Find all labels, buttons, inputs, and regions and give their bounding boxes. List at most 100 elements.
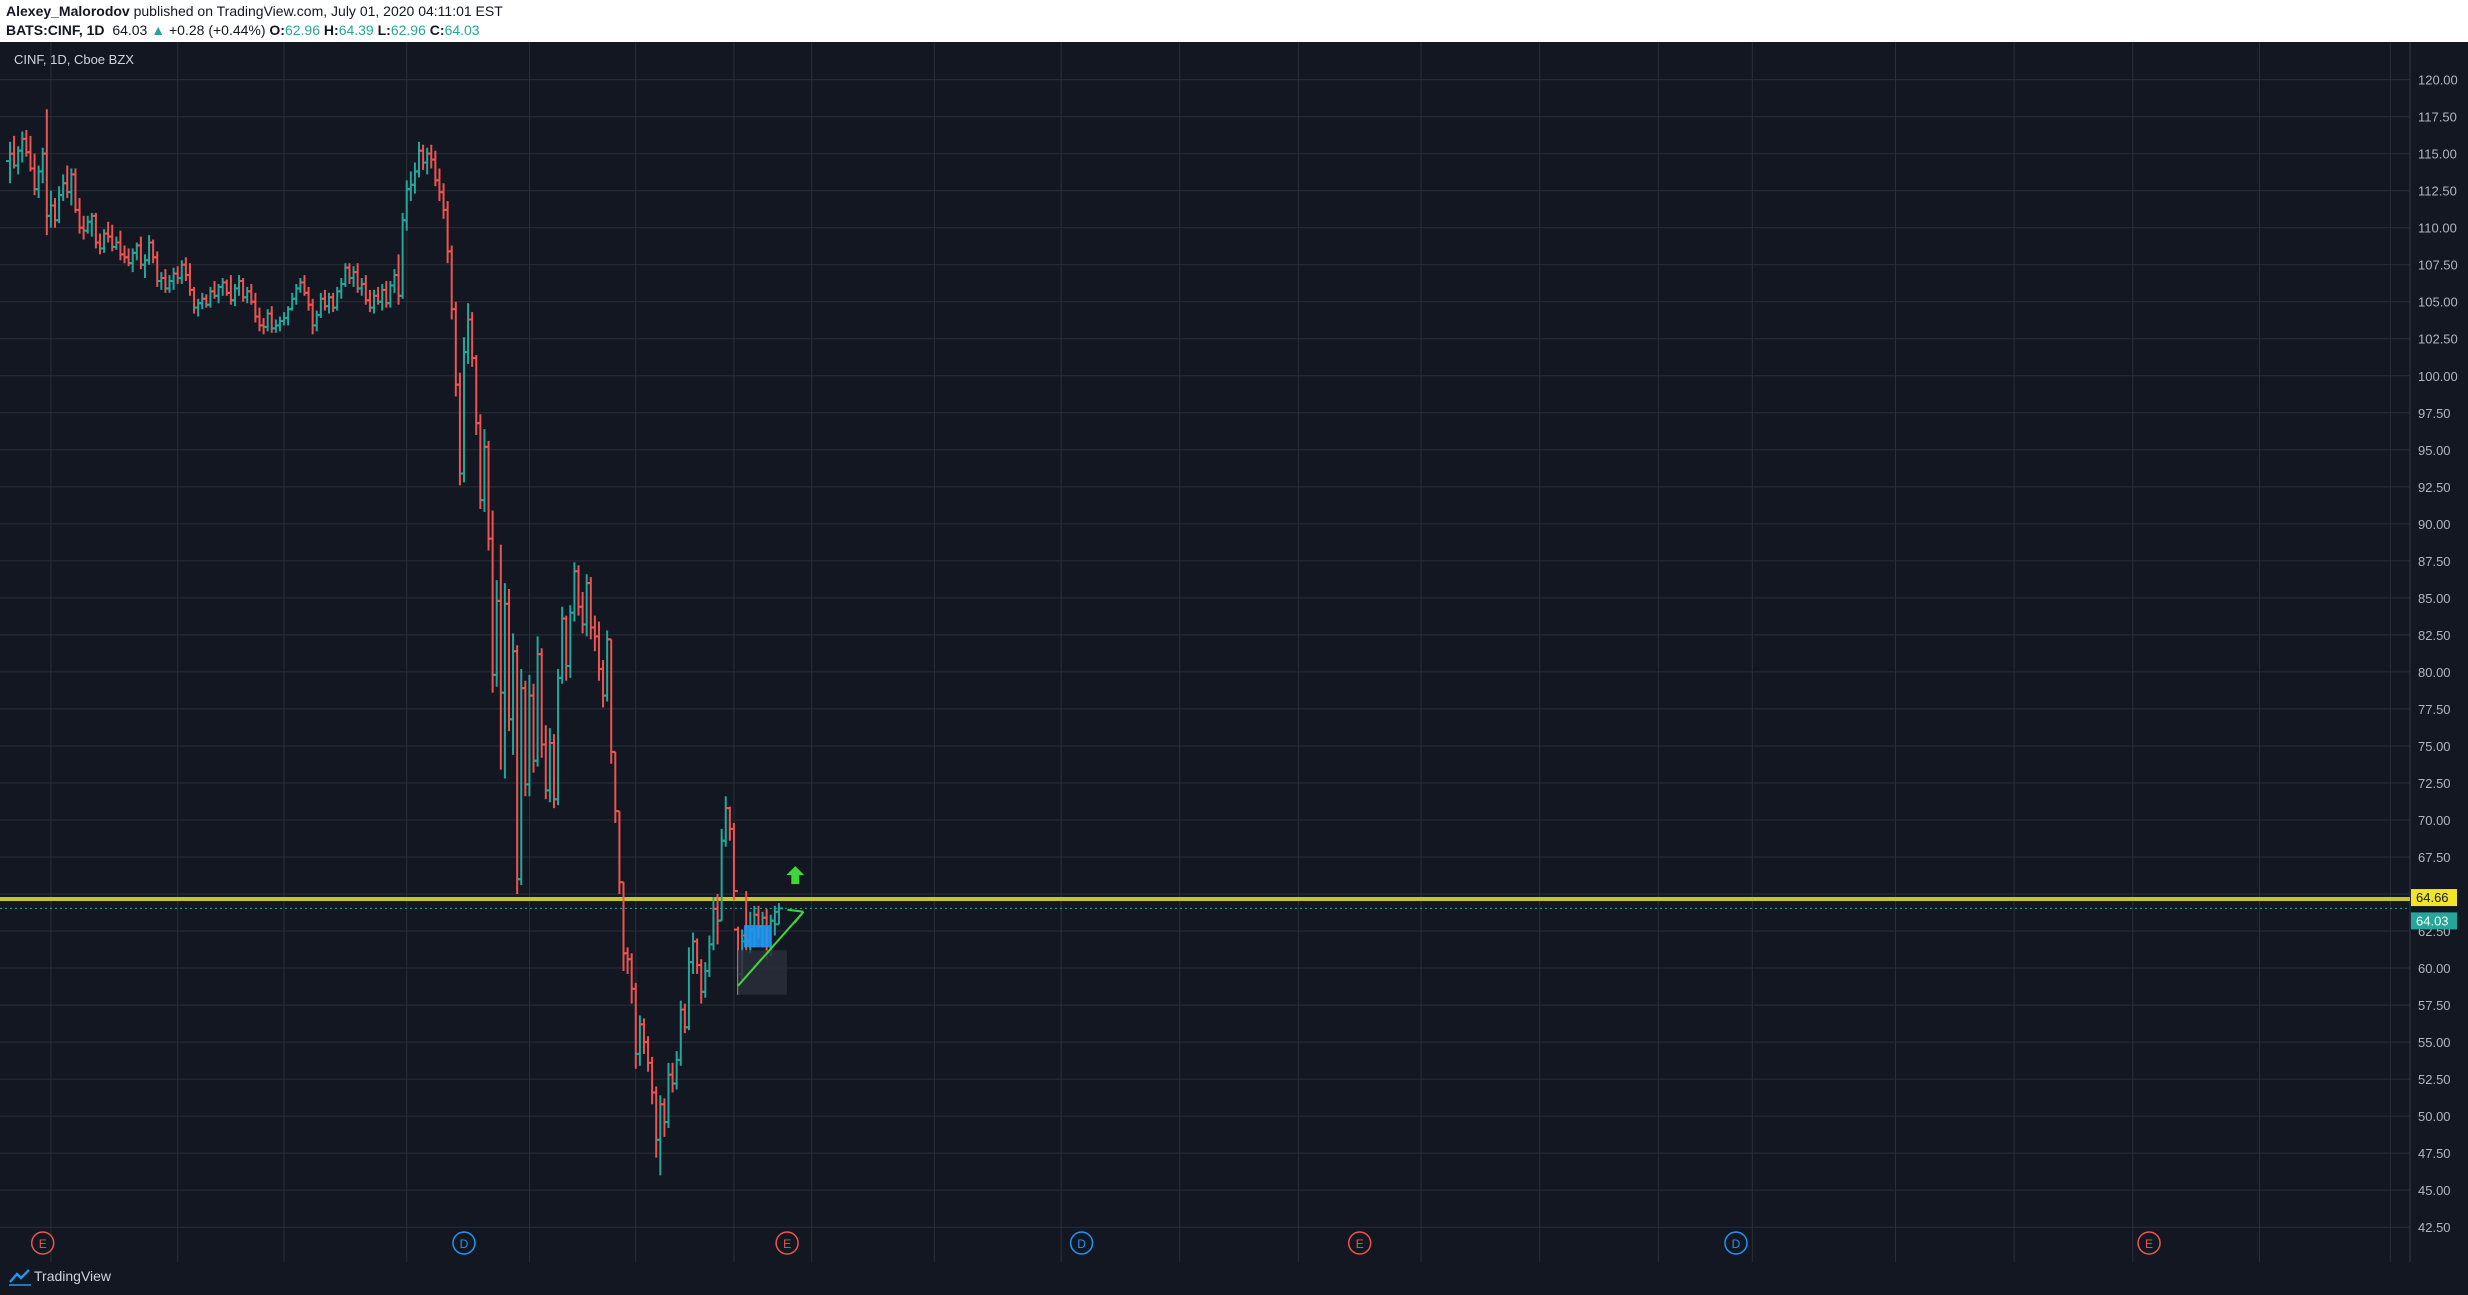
- y-tick-label: 80.00: [2418, 665, 2451, 680]
- ohlc-bar: [492, 580, 501, 687]
- open-label: O:: [269, 22, 285, 38]
- ohlc-bar: [120, 245, 129, 264]
- ohlc-bars: [6, 109, 783, 1176]
- ohlc-bar: [533, 636, 542, 767]
- ohlc-bar: [185, 263, 194, 296]
- ohlc-bar: [104, 221, 113, 243]
- ohlc-bar: [312, 310, 321, 332]
- event-marker-label: D: [460, 1237, 469, 1251]
- event-marker-label: E: [2145, 1237, 2153, 1251]
- ohlc-bar: [623, 947, 632, 974]
- event-marker-label: D: [1732, 1237, 1741, 1251]
- ohlc-bar: [63, 165, 72, 199]
- ohlc-bar: [500, 583, 509, 779]
- ohlc-bar: [725, 806, 734, 841]
- trend-arrow-line[interactable]: [737, 911, 805, 987]
- earnings-marker-icon[interactable]: [775, 1231, 799, 1255]
- ohlc-bar: [390, 269, 399, 293]
- ohlc-bar: [607, 638, 616, 764]
- ohlc-bar: [480, 429, 489, 512]
- y-tick-label: 105.00: [2418, 295, 2458, 310]
- ohlc-bar: [554, 668, 563, 806]
- ohlc-bar: [304, 286, 313, 311]
- ohlc-bar: [316, 292, 325, 319]
- ohlc-bar: [427, 144, 436, 169]
- ohlc-bar: [198, 292, 207, 310]
- dividend-marker-icon[interactable]: [1724, 1231, 1748, 1255]
- ohlc-bar: [6, 141, 14, 184]
- ohlc-bar: [255, 307, 264, 332]
- resistance-line[interactable]: [0, 897, 2410, 909]
- ohlc-bar: [717, 828, 726, 922]
- ohlc-bar: [423, 147, 432, 175]
- event-marker-label: D: [1077, 1237, 1086, 1251]
- ohlc-bar: [562, 615, 571, 681]
- earnings-marker-icon[interactable]: [2137, 1231, 2161, 1255]
- ohlc-bar: [599, 660, 608, 708]
- ohlc-bar: [235, 275, 244, 296]
- ohlc-bar: [165, 275, 174, 293]
- y-tick-label: 107.50: [2418, 258, 2458, 273]
- high-label: H:: [323, 22, 339, 38]
- y-tick-label: 115.00: [2418, 147, 2457, 162]
- ohlc-bar: [488, 510, 497, 693]
- pattern-drawing[interactable]: [737, 866, 805, 995]
- dividend-marker-icon[interactable]: [452, 1231, 476, 1255]
- tradingview-brand[interactable]: TradingView: [34, 1268, 112, 1284]
- y-tick-label: 100.00: [2418, 369, 2458, 384]
- ohlc-bar: [459, 337, 468, 483]
- change-up-icon: ▲: [151, 22, 166, 38]
- earnings-marker-icon[interactable]: [1347, 1231, 1372, 1255]
- ohlc-bar: [406, 171, 415, 202]
- close-value: 64.03: [444, 22, 480, 38]
- ohlc-bar: [443, 201, 452, 264]
- ohlc-bar: [611, 750, 620, 823]
- ohlc-bar: [484, 440, 493, 551]
- y-tick-label: 85.00: [2418, 591, 2451, 606]
- symbol-name: BATS:CINF, 1D: [6, 22, 105, 38]
- open-value: 62.96: [284, 22, 321, 38]
- publish-header: Alexey_Malorodov published on TradingVie…: [0, 0, 2468, 42]
- y-tick-label: 90.00: [2418, 517, 2451, 532]
- ohlc-bar: [660, 1098, 669, 1137]
- author-name[interactable]: Alexey_Malorodov: [6, 3, 130, 19]
- ohlc-bar: [631, 982, 640, 1069]
- quote-line: BATS:CINF, 1D 64.03 ▲ +0.28 (+0.44%) O:6…: [6, 22, 480, 38]
- price-tag-label: 64.66: [2416, 890, 2449, 905]
- ohlc-bar: [365, 289, 374, 313]
- ohlc-bar: [357, 278, 366, 296]
- ohlc-bar: [464, 303, 473, 364]
- ohlc-bar: [496, 544, 505, 770]
- ohlc-bar: [190, 286, 199, 314]
- ohlc-bar: [451, 301, 460, 397]
- ohlc-bar: [34, 165, 43, 199]
- ohlc-bar: [140, 254, 149, 279]
- ohlc-bar: [320, 289, 329, 311]
- price-axis[interactable]: 120.00 117.50 115.00 112.50 110.00 107.50 105.…: [2411, 73, 2458, 1236]
- y-tick-label: 50.00: [2418, 1109, 2451, 1124]
- ohlc-bar: [419, 144, 428, 170]
- chart-legend-symbol[interactable]: CINF, 1D, Cboe BZX: [14, 52, 134, 67]
- event-marker-label: E: [783, 1237, 791, 1251]
- y-tick-label: 110.00: [2418, 221, 2457, 236]
- ohlc-bar: [398, 212, 407, 299]
- ohlc-bar: [697, 959, 706, 1004]
- ohlc-bar: [648, 1056, 657, 1105]
- ohlc-bar: [476, 414, 485, 510]
- ohlc-bar: [308, 298, 317, 335]
- ohlc-bar: [721, 796, 730, 847]
- ohlc-bar: [541, 725, 550, 800]
- ohlc-bar: [415, 141, 423, 178]
- bars-range-box[interactable]: [744, 925, 771, 948]
- earnings-marker-icon[interactable]: [30, 1231, 55, 1255]
- y-tick-label: 87.50: [2418, 554, 2451, 569]
- y-tick-label: 60.00: [2418, 961, 2451, 976]
- y-tick-label: 72.50: [2418, 776, 2451, 791]
- ohlc-bar: [349, 266, 358, 287]
- dividend-marker-icon[interactable]: [1069, 1231, 1094, 1255]
- ohlc-bar: [586, 577, 595, 640]
- y-tick-label: 97.50: [2418, 406, 2451, 421]
- y-tick-label: 95.00: [2418, 443, 2451, 458]
- price-chart[interactable]: 120.00 117.50 115.00 112.50 110.00 107.50 105.…: [0, 42, 2468, 1262]
- y-tick-label: 67.50: [2418, 850, 2451, 865]
